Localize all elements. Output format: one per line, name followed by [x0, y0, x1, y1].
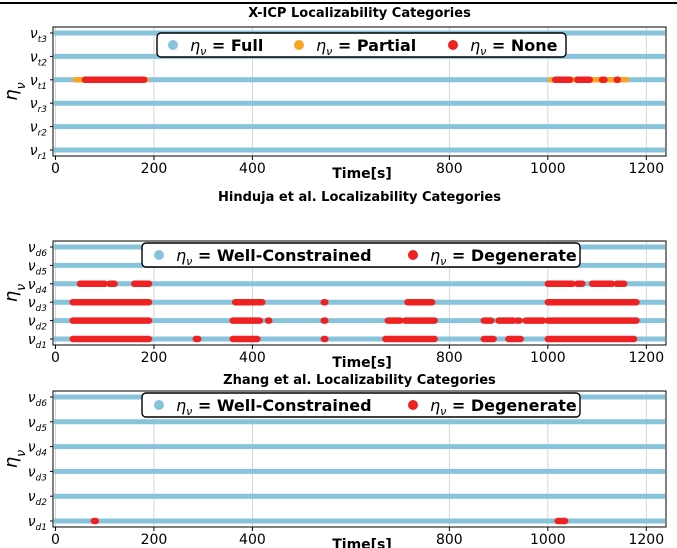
legend: ην = Full ην = Partial ην = None — [156, 32, 567, 58]
ytick-label: νt1 — [30, 73, 47, 92]
y-axis-eta: ην — [1, 284, 28, 302]
y-axis-label: ην — [1, 450, 28, 468]
xtick-label: 200 — [141, 350, 168, 366]
x-axis-label: Time[s] — [332, 537, 392, 548]
xtick-label: 1200 — [628, 532, 664, 548]
panel-3: Zhang et al. Localizability Categories νd… — [1, 373, 667, 548]
ytick-label: νd1 — [28, 514, 47, 533]
xtick-label: 800 — [436, 161, 463, 177]
y-axis-label: ην — [1, 284, 28, 302]
y-axis-eta: ην — [1, 82, 28, 100]
ytick-label: νr2 — [30, 120, 48, 139]
legend-marker — [294, 40, 304, 50]
xtick-label: 800 — [436, 532, 463, 548]
panel-1: X-ICP Localizability Categories νt3 νt2 νt1… — [1, 6, 667, 182]
legend-marker — [154, 250, 164, 260]
xtick-label: 0 — [51, 161, 60, 177]
xtick-label: 400 — [239, 161, 266, 177]
xtick-label: 200 — [141, 532, 168, 548]
xtick-label: 400 — [239, 532, 266, 548]
xtick-label: 400 — [239, 350, 266, 366]
panel-2: Hinduja et al. Localizability Categories… — [1, 190, 667, 371]
legend: ην = Well-Constrained ην = Degenerate — [141, 392, 581, 418]
legend-label: ην = None — [470, 36, 558, 58]
y-axis-label: ην — [1, 82, 28, 100]
y-axis-eta: ην — [1, 450, 28, 468]
xtick-label: 1200 — [628, 161, 664, 177]
legend-box — [156, 32, 567, 58]
ytick-label: νd4 — [28, 277, 48, 296]
xtick-label: 1000 — [530, 350, 566, 366]
plot-frame — [52, 390, 667, 528]
panel-title: Zhang et al. Localizability Categories — [223, 373, 496, 388]
ytick-label: νd6 — [28, 240, 48, 259]
panel-title: Hinduja et al. Localizability Categories — [218, 190, 501, 205]
ytick-label: νd6 — [28, 390, 48, 409]
ytick-label: νd4 — [28, 440, 48, 459]
ytick-label: νd3 — [28, 464, 48, 483]
legend-box — [141, 242, 581, 268]
ytick-label: νd2 — [28, 489, 48, 508]
legend-label: ην = Partial — [316, 36, 416, 58]
legend-box — [141, 392, 581, 418]
ytick-label: νd5 — [28, 258, 48, 277]
legend-label: ην = Well-Constrained — [176, 396, 372, 418]
ytick-label: νd1 — [28, 332, 47, 351]
x-axis-label: Time[s] — [332, 166, 392, 182]
xtick-label: 200 — [141, 161, 168, 177]
legend-label: ην = Degenerate — [430, 396, 577, 418]
panel-title: X-ICP Localizability Categories — [248, 6, 471, 21]
legend-label: ην = Full — [190, 36, 263, 58]
ytick-label: νr1 — [30, 143, 47, 162]
xtick-label: 800 — [436, 350, 463, 366]
xtick-label: 0 — [51, 350, 60, 366]
xtick-label: 1000 — [530, 161, 566, 177]
legend-label: ην = Well-Constrained — [176, 246, 372, 268]
legend: ην = Well-Constrained ην = Degenerate — [141, 242, 581, 268]
legend-marker — [448, 40, 458, 50]
xtick-label: 0 — [51, 532, 60, 548]
legend-marker — [408, 400, 418, 410]
ytick-label: νd2 — [28, 314, 48, 333]
ytick-label: νt2 — [30, 49, 47, 68]
plot-frame — [52, 240, 667, 346]
x-axis-label: Time[s] — [332, 355, 392, 371]
xtick-label: 1000 — [530, 532, 566, 548]
xtick-label: 1200 — [628, 350, 664, 366]
legend-marker — [408, 250, 418, 260]
ytick-label: νd3 — [28, 295, 48, 314]
legend-marker — [154, 400, 164, 410]
ytick-label: νt3 — [30, 26, 47, 45]
legend-marker — [168, 40, 178, 50]
plot-frame — [52, 26, 667, 157]
ytick-label: νd5 — [28, 415, 48, 434]
ytick-label: νr3 — [30, 96, 48, 115]
legend-label: ην = Degenerate — [430, 246, 577, 268]
